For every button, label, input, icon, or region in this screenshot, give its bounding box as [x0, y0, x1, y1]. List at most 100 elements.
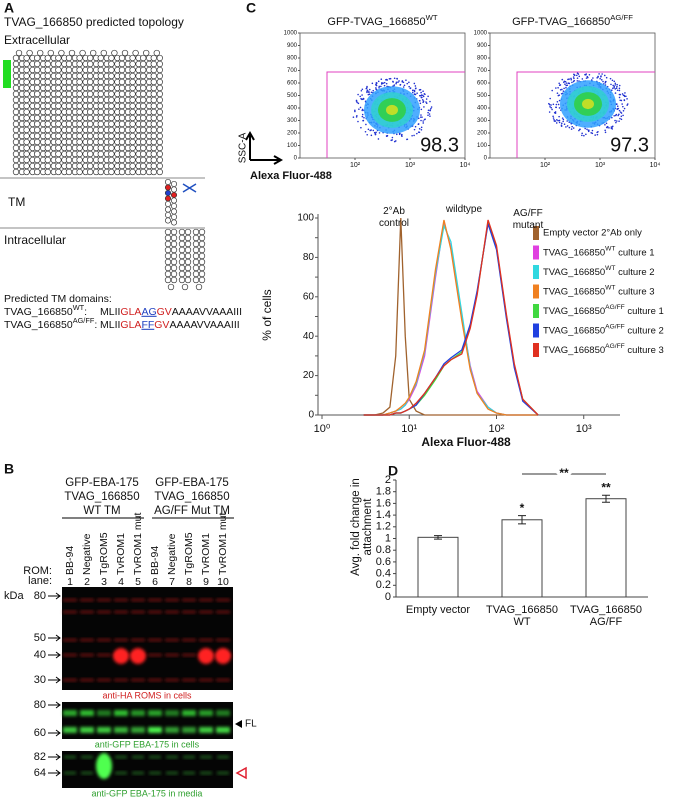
event-dot	[389, 77, 392, 80]
band-label: FL	[245, 719, 257, 730]
residue	[34, 114, 41, 122]
residue	[68, 49, 76, 57]
event-dot	[557, 103, 560, 106]
event-dot	[560, 122, 563, 125]
band	[113, 648, 129, 664]
event-dot	[361, 108, 364, 111]
significance: **	[601, 480, 611, 494]
band	[200, 755, 212, 759]
residue	[178, 246, 186, 254]
residue	[140, 156, 147, 164]
residue	[44, 162, 51, 170]
residue	[150, 96, 157, 104]
residue	[164, 252, 172, 260]
residue	[55, 126, 62, 134]
band	[63, 727, 77, 733]
residue	[192, 264, 200, 272]
event-dot	[356, 101, 358, 104]
residue	[164, 258, 172, 266]
residue	[170, 264, 178, 272]
event-dot	[385, 82, 388, 85]
residue	[118, 96, 126, 104]
event-dot	[425, 101, 427, 103]
residue	[12, 108, 20, 116]
y-tick-label: 600	[287, 81, 298, 87]
residue	[65, 54, 73, 62]
residue	[23, 132, 30, 140]
residue	[34, 162, 41, 170]
residue	[34, 78, 41, 86]
signal-peptide	[3, 60, 11, 88]
residue	[34, 126, 41, 134]
event-dot	[618, 89, 621, 92]
event-dot	[420, 126, 423, 129]
significance: *	[520, 501, 525, 515]
histogram-line	[363, 219, 539, 416]
legend-swatch	[533, 304, 539, 318]
event-dot	[573, 77, 575, 80]
band	[115, 771, 127, 775]
residue	[34, 96, 41, 104]
band	[80, 653, 94, 657]
residue	[192, 252, 200, 260]
residue	[76, 108, 83, 116]
event-dot	[393, 77, 396, 80]
event-dot	[368, 93, 371, 96]
residue	[195, 283, 203, 291]
event-dot	[558, 119, 561, 122]
event-dot	[565, 84, 568, 87]
residue	[108, 84, 115, 92]
residue	[181, 283, 189, 291]
band	[217, 755, 229, 759]
residue	[76, 66, 83, 74]
residue	[87, 114, 94, 122]
sequence-part: AAAAVVAAAIII	[169, 319, 239, 331]
lane-name: TvROM1 mut	[132, 512, 144, 575]
residue	[97, 132, 104, 140]
residue	[55, 156, 62, 164]
event-dot	[377, 80, 380, 83]
y-tick-label: 0.8	[376, 544, 391, 556]
event-dot	[571, 125, 573, 128]
residue	[118, 90, 126, 98]
event-dot	[604, 129, 606, 132]
event-dot	[406, 82, 409, 85]
band	[183, 755, 195, 759]
event-dot	[363, 116, 365, 119]
residue	[44, 144, 51, 152]
event-dot	[614, 114, 617, 117]
residue	[12, 120, 20, 128]
residue	[23, 96, 30, 104]
event-dot	[413, 134, 415, 137]
legend-swatch	[533, 245, 539, 260]
residue	[129, 168, 136, 176]
band	[80, 710, 94, 716]
event-dot	[420, 94, 422, 97]
event-dot	[577, 73, 580, 75]
residue	[108, 78, 115, 86]
lane-label: lane:	[28, 575, 52, 587]
band	[165, 638, 179, 642]
y-tick-label: 0.6	[376, 556, 391, 568]
event-dot	[568, 78, 570, 80]
band	[215, 648, 231, 664]
event-dot	[420, 119, 422, 122]
y-tick-label: 100	[477, 143, 488, 149]
residue	[87, 72, 94, 80]
domain-name: TVAG_166850WT:	[4, 303, 87, 318]
residue	[76, 132, 83, 140]
event-dot	[413, 90, 416, 93]
residue	[129, 102, 136, 110]
residue	[108, 132, 115, 140]
residue	[150, 168, 157, 176]
event-dot	[392, 80, 394, 83]
residue	[76, 54, 83, 62]
x-tick-label: 10²	[540, 162, 551, 169]
event-dot	[621, 103, 623, 105]
event-dot	[398, 80, 400, 82]
x-tick-label: 10²	[489, 423, 505, 435]
residue	[87, 84, 94, 92]
event-dot	[430, 107, 432, 110]
band	[216, 678, 230, 682]
y-tick-label: 0	[308, 410, 314, 421]
